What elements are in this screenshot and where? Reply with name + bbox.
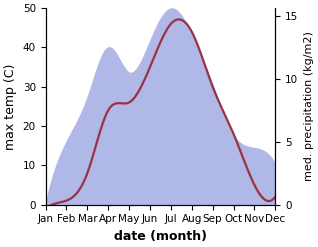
Y-axis label: med. precipitation (kg/m2): med. precipitation (kg/m2) xyxy=(304,31,314,181)
X-axis label: date (month): date (month) xyxy=(114,230,207,243)
Y-axis label: max temp (C): max temp (C) xyxy=(4,63,17,149)
